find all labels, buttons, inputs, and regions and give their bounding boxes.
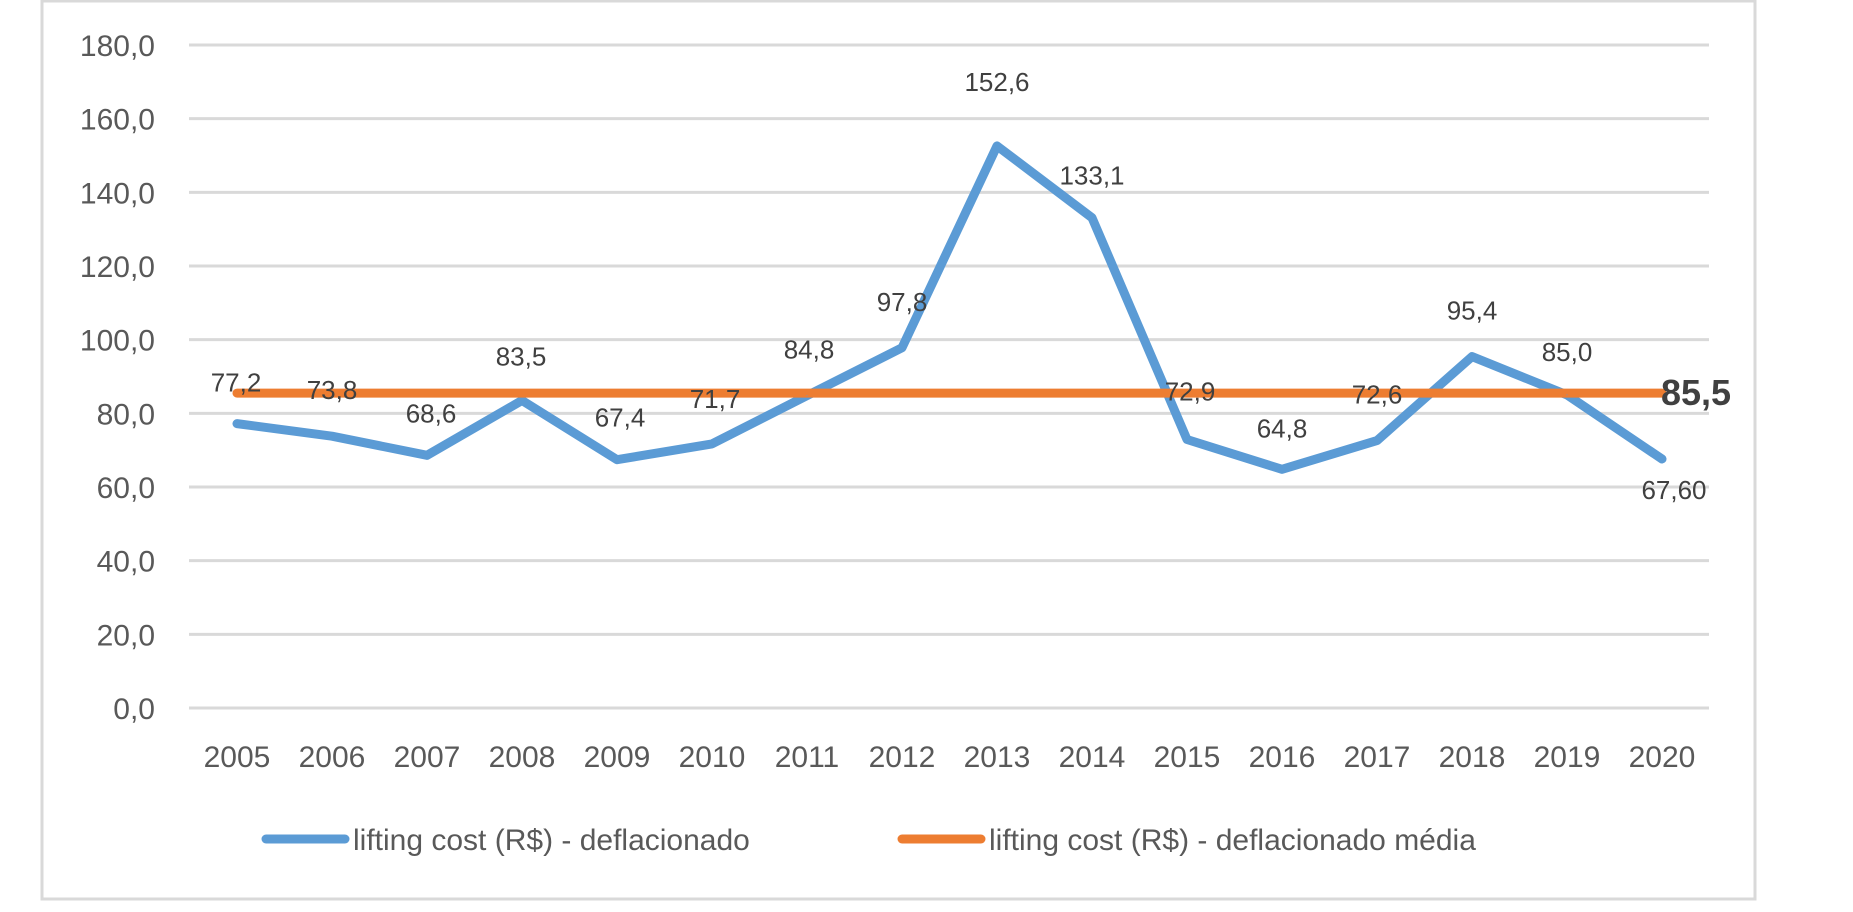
x-axis-ticks: 2005 2006 2007 2008 2009 2010 2011 2012 2013 2014… <box>204 741 1696 774</box>
chart-frame <box>40 0 1757 901</box>
gridlines <box>189 43 1709 710</box>
data-label: 68,6 <box>406 398 457 428</box>
y-axis-ticks: 0,0 20,0 40,0 60,0 80,0 100,0 120,0 140,0 160,0 1… <box>80 30 155 726</box>
series-lines <box>232 141 1667 474</box>
data-point <box>1281 468 1283 470</box>
data-label: 67,60 <box>1641 475 1706 505</box>
data-label: 84,8 <box>784 335 835 365</box>
y-tick-label: 160,0 <box>80 104 155 137</box>
legend-label-series-1: lifting cost (R$) - deflacionado <box>353 824 750 857</box>
x-tick-label: 2017 <box>1344 741 1411 774</box>
x-tick-label: 2009 <box>584 741 651 774</box>
data-label: 133,1 <box>1059 161 1124 191</box>
y-tick-label: 80,0 <box>97 398 155 431</box>
x-tick-label: 2013 <box>964 741 1031 774</box>
x-tick-label: 2011 <box>775 741 840 774</box>
data-point <box>1471 356 1473 358</box>
x-tick-label: 2007 <box>394 741 461 774</box>
data-labels: 77,2 73,8 68,6 83,5 67,4 71,7 84,8 97,8 152,6 133… <box>211 67 1731 505</box>
data-point <box>1566 394 1568 396</box>
data-point <box>901 347 903 349</box>
x-tick-label: 2016 <box>1249 741 1316 774</box>
data-point <box>1661 458 1663 460</box>
data-point <box>426 454 428 456</box>
y-tick-label: 120,0 <box>80 251 155 284</box>
data-label: 95,4 <box>1447 296 1498 326</box>
data-label: 72,6 <box>1352 380 1403 410</box>
x-tick-label: 2008 <box>489 741 556 774</box>
data-label: 83,5 <box>496 341 547 371</box>
data-label: 85,0 <box>1542 337 1593 367</box>
legend-label-series-2: lifting cost (R$) - deflacionado média <box>989 824 1476 857</box>
y-tick-label: 0,0 <box>113 693 155 726</box>
data-point <box>1376 440 1378 442</box>
data-label: 67,4 <box>595 403 646 433</box>
y-tick-label: 100,0 <box>80 325 155 358</box>
y-tick-label: 20,0 <box>97 619 155 652</box>
data-label: 73,8 <box>307 375 358 405</box>
x-tick-label: 2019 <box>1534 741 1601 774</box>
data-point <box>996 145 998 147</box>
data-point <box>806 395 808 397</box>
x-tick-label: 2015 <box>1154 741 1221 774</box>
data-label: 97,8 <box>877 287 928 317</box>
x-tick-label: 2014 <box>1059 741 1126 774</box>
data-point <box>1186 438 1188 440</box>
x-tick-label: 2018 <box>1439 741 1506 774</box>
average-end-label: 85,5 <box>1661 372 1731 413</box>
data-point <box>331 435 333 437</box>
y-tick-label: 40,0 <box>97 546 155 579</box>
data-point <box>521 399 523 401</box>
legend: lifting cost (R$) - deflacionado lifting… <box>261 824 1476 857</box>
data-label: 71,7 <box>690 384 741 414</box>
data-point <box>711 443 713 445</box>
y-tick-label: 60,0 <box>97 472 155 505</box>
data-label: 64,8 <box>1257 413 1308 443</box>
series-line-lifting-cost <box>232 141 1667 474</box>
data-label: 77,2 <box>211 368 262 398</box>
data-label: 72,9 <box>1165 376 1216 406</box>
x-tick-label: 2010 <box>679 741 746 774</box>
x-tick-label: 2005 <box>204 741 271 774</box>
data-point <box>1091 217 1093 219</box>
data-point <box>616 459 618 461</box>
x-tick-label: 2020 <box>1629 741 1696 774</box>
data-point <box>236 423 238 425</box>
y-tick-label: 140,0 <box>80 177 155 210</box>
data-label: 152,6 <box>964 67 1029 97</box>
x-tick-label: 2012 <box>869 741 936 774</box>
y-tick-label: 180,0 <box>80 30 155 63</box>
x-tick-label: 2006 <box>299 741 366 774</box>
